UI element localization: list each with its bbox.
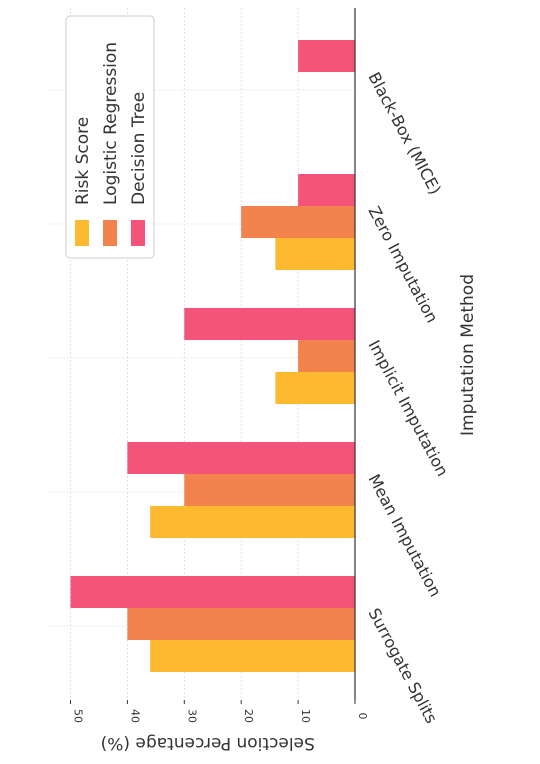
value-tick-label: 20	[242, 709, 255, 723]
bar	[241, 206, 355, 238]
category-label: Implicit Imputation	[364, 337, 452, 479]
category-axis-title: Imputation Method	[458, 274, 478, 436]
bar	[150, 506, 355, 538]
value-tick-label: 10	[299, 709, 312, 723]
bar	[298, 340, 355, 372]
value-tick-label: 50	[72, 709, 85, 723]
bar	[150, 640, 355, 672]
legend-label: Decision Tree	[129, 92, 149, 205]
category-label: Zero Imputation	[364, 203, 441, 326]
value-axis: 0 10 20 30 40 50	[70, 700, 369, 723]
bar	[70, 576, 355, 608]
legend-box	[65, 15, 155, 259]
legend-swatch	[103, 220, 117, 246]
value-axis-title: Selection Percentage (%)	[101, 733, 315, 753]
legend-label: Risk Score	[73, 117, 93, 205]
bar	[184, 308, 355, 340]
bar	[184, 474, 355, 506]
value-tick-label: 40	[128, 709, 141, 723]
bar	[275, 372, 355, 404]
bar	[298, 174, 355, 206]
legend-swatch	[131, 220, 145, 246]
category-label: Surrogate Splits	[364, 605, 441, 727]
legend-swatch	[75, 220, 89, 246]
plot-area	[50, 8, 356, 700]
bar	[127, 608, 356, 640]
legend: Risk Score Logistic Regression Decision Tr…	[65, 15, 155, 259]
bar	[127, 442, 356, 474]
legend-label: Logistic Regression	[101, 42, 121, 205]
category-label: Mean Imputation	[364, 471, 445, 600]
category-label: Black-Box (MICE)	[364, 69, 444, 198]
bar	[298, 40, 355, 72]
value-tick-label: 0	[356, 713, 369, 720]
value-tick-label: 30	[185, 709, 198, 723]
bar	[275, 238, 355, 270]
